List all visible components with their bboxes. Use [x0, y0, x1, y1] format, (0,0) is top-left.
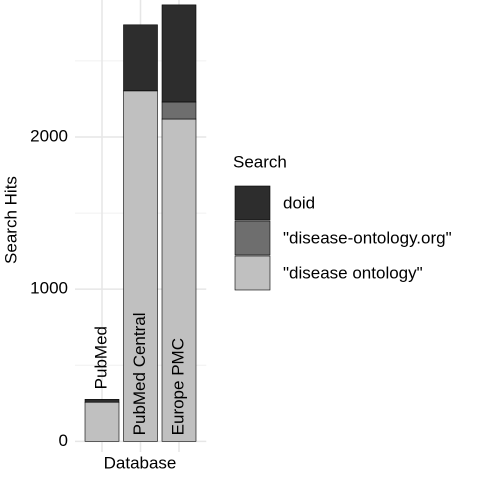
- bar-segment: [161, 118, 197, 442]
- bar-label: PubMed Central: [130, 313, 149, 436]
- bar-segment: [84, 401, 120, 442]
- legend-label: doid: [283, 193, 315, 212]
- legend-key: [234, 185, 271, 221]
- legend-label: "disease-ontology.org": [283, 228, 452, 247]
- bar-segment: [123, 24, 158, 92]
- y-tick-label: 2000: [30, 126, 68, 145]
- bar-segment: [84, 399, 120, 403]
- bar-segment: [161, 101, 197, 120]
- bar-segment: [161, 4, 197, 103]
- legend-title: Search: [233, 152, 287, 171]
- bar-label: PubMed: [91, 326, 110, 389]
- x-axis-title: Database: [104, 453, 177, 472]
- bar-segment: [123, 90, 158, 442]
- legend-label: "disease ontology": [283, 263, 423, 282]
- bar-label: Europe PMC: [168, 338, 187, 435]
- y-tick-label: 0: [59, 431, 68, 450]
- legend-key: [234, 255, 271, 291]
- legend-key: [234, 220, 271, 256]
- y-tick-label: 1000: [30, 279, 68, 298]
- y-axis-title: Search Hits: [1, 176, 20, 264]
